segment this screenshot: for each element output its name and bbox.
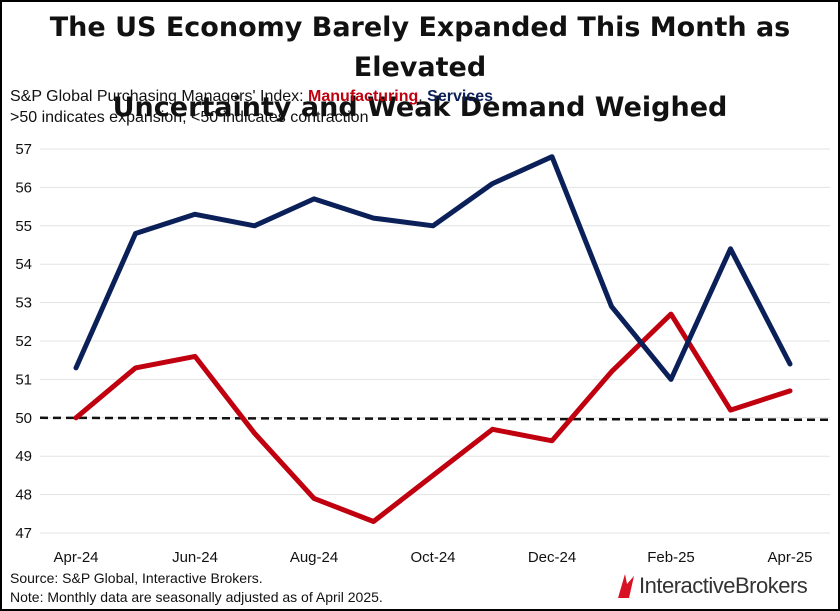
legend-manufacturing: Manufacturing xyxy=(308,88,419,105)
reference-line-50 xyxy=(39,416,831,422)
chart-subtitle-explanation: >50 indicates expansion, <50 indicates c… xyxy=(10,109,369,126)
series-line-services xyxy=(73,154,793,382)
y-tick-label: 50 xyxy=(15,410,32,427)
x-tick-label: Apr-25 xyxy=(767,549,812,566)
y-tick-label: 53 xyxy=(15,295,32,312)
logo-text-interactive: Interactive xyxy=(639,573,736,598)
x-tick-label: Oct-24 xyxy=(410,549,455,566)
footnote: Note: Monthly data are seasonally adjust… xyxy=(10,589,383,605)
logo-mark-icon xyxy=(618,574,634,598)
x-tick-label: Apr-24 xyxy=(53,549,98,566)
title-line-2: Uncertainty and Weak Demand Weighed xyxy=(112,92,728,123)
title-line-1: The US Economy Barely Expanded This Mont… xyxy=(49,12,791,83)
x-tick-label: Jun-24 xyxy=(172,549,218,566)
y-tick-label: 48 xyxy=(15,487,32,504)
series-line-manufacturing xyxy=(73,311,793,524)
y-tick-label: 56 xyxy=(15,179,32,196)
subtitle-separator: , xyxy=(418,88,428,105)
legend-services: Services xyxy=(427,88,493,105)
y-tick-label: 52 xyxy=(15,333,32,350)
x-tick-label: Aug-24 xyxy=(290,549,338,566)
interactive-brokers-logo: Interactive Brokers xyxy=(614,572,808,600)
chart-title: The US Economy Barely Expanded This Mont… xyxy=(2,8,838,128)
x-tick-label: Feb-25 xyxy=(647,549,695,566)
y-tick-label: 57 xyxy=(15,141,32,158)
source-note: Source: S&P Global, Interactive Brokers. xyxy=(10,570,263,586)
y-tick-label: 49 xyxy=(15,448,32,465)
logo-text-brokers: Brokers xyxy=(735,573,808,598)
y-tick-label: 47 xyxy=(15,525,32,542)
subtitle-prefix: S&P Global Purchasing Managers' Index: xyxy=(10,88,309,105)
chart-subtitle: S&P Global Purchasing Managers' Index: M… xyxy=(10,88,493,106)
y-tick-label: 51 xyxy=(15,371,32,388)
x-tick-label: Dec-24 xyxy=(528,549,576,566)
y-tick-label: 55 xyxy=(15,218,32,235)
y-tick-label: 54 xyxy=(15,256,32,273)
